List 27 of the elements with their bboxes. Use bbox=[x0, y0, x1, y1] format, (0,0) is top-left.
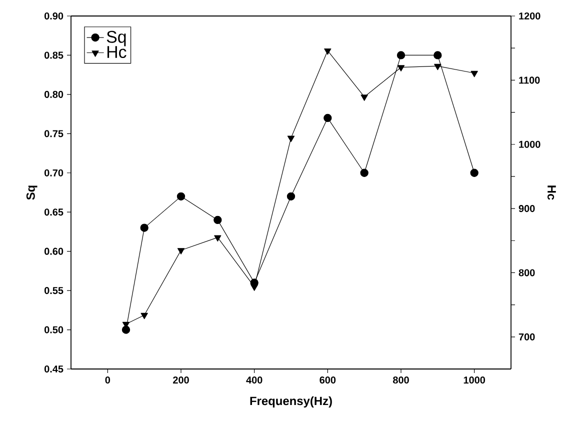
y2-tick-label: 1100 bbox=[519, 76, 540, 84]
x-tick-label: 0 bbox=[105, 376, 110, 384]
y-tick-label: 0.60 bbox=[44, 248, 64, 255]
x-tick-label: 1000 bbox=[464, 376, 486, 384]
y-tick-label: 0.85 bbox=[44, 52, 64, 59]
y2-tick-label: 900 bbox=[518, 205, 535, 212]
y-tick-label: 0.75 bbox=[44, 130, 64, 138]
y-tick-label: 0.90 bbox=[44, 12, 64, 20]
x-tick-label: 600 bbox=[320, 376, 336, 384]
y-axis-title: Sq bbox=[26, 186, 38, 200]
y2-tick-label: 1000 bbox=[519, 140, 540, 148]
y-tick-label: 0.80 bbox=[44, 90, 64, 98]
y-tick-label: 0.45 bbox=[44, 365, 64, 373]
y2-axis-title: Hc bbox=[548, 186, 556, 200]
y2-tick-label: 700 bbox=[518, 333, 535, 340]
x-tick-label: 200 bbox=[173, 376, 189, 384]
x-tick-label: 400 bbox=[246, 376, 262, 384]
legend-label: Sq bbox=[106, 30, 126, 46]
y-tick-label: 0.65 bbox=[44, 208, 64, 216]
y-tick-label: 0.50 bbox=[44, 326, 64, 334]
y-tick-label: 0.70 bbox=[44, 169, 64, 176]
x-axis-title: Frequensy(Hz) bbox=[250, 396, 332, 408]
y-tick-label: 0.55 bbox=[44, 287, 64, 294]
y2-tick-label: 800 bbox=[518, 269, 535, 276]
x-tick-label: 800 bbox=[393, 376, 409, 384]
y2-tick-label: 1200 bbox=[519, 12, 540, 20]
legend-label: Hc bbox=[107, 46, 126, 58]
